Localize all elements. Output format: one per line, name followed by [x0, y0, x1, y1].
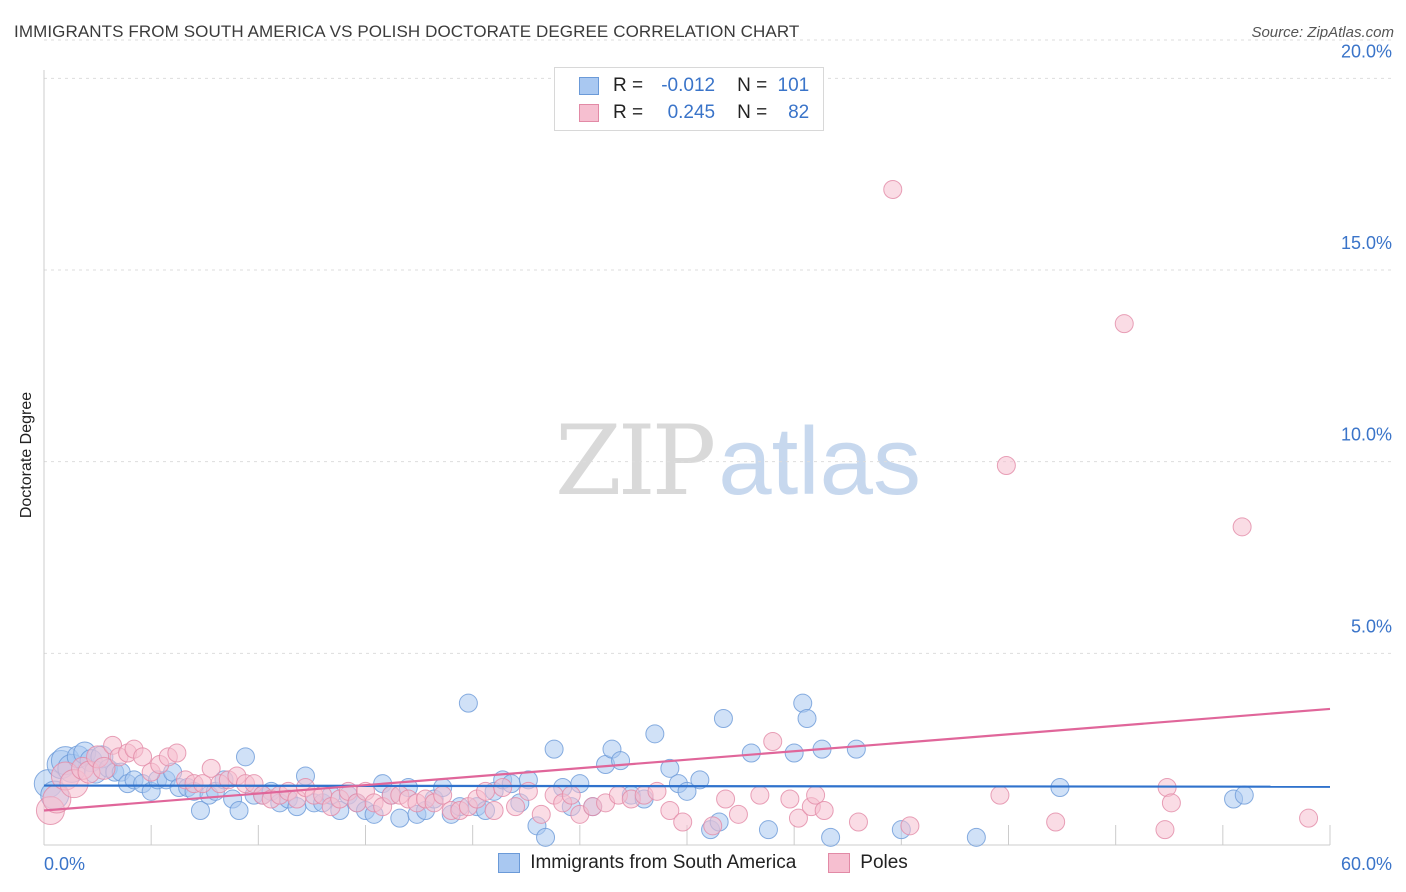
legend-swatch-pink	[579, 104, 599, 122]
data-point-south-america	[544, 739, 564, 759]
legend-item-poles[interactable]: Poles	[828, 852, 908, 874]
data-point-south-america	[536, 827, 556, 847]
y-tick-label: 5.0%	[1351, 616, 1392, 636]
correlation-legend: R = -0.012 N = 101 R = 0.245 N = 82	[554, 67, 824, 131]
legend-n-value: 82	[788, 102, 810, 123]
data-point-poles	[750, 785, 770, 805]
legend-label: Poles	[860, 852, 908, 873]
data-point-south-america	[741, 743, 761, 763]
data-point-poles	[493, 778, 513, 797]
legend-swatch-blue	[579, 77, 599, 95]
trend-lines	[43, 707, 1331, 812]
watermark: ZIPatlas	[555, 405, 921, 517]
data-point-poles	[848, 812, 868, 832]
data-point-south-america	[1234, 785, 1254, 805]
data-point-poles	[728, 804, 748, 824]
data-point-poles	[484, 801, 504, 820]
legend-r-label: R =	[613, 102, 644, 123]
data-point-south-america	[966, 827, 986, 847]
data-point-poles	[673, 812, 693, 832]
watermark-zip: ZIP	[555, 405, 716, 517]
data-point-south-america	[611, 751, 631, 771]
data-point-poles	[1155, 820, 1175, 840]
chart-title: IMMIGRANTS FROM SOUTH AMERICA VS POLISH …	[14, 22, 800, 41]
data-point-poles	[703, 816, 723, 836]
data-point-south-america	[229, 801, 249, 820]
data-point-poles	[201, 758, 221, 778]
data-point-south-america	[713, 709, 733, 728]
tick-labels: 5.0% 10.0% 15.0% 20.0% 0.0% 60.0%	[44, 41, 1392, 874]
data-point-poles	[92, 756, 116, 780]
data-point-south-america	[458, 693, 478, 713]
data-point-poles	[883, 180, 903, 199]
data-point-poles	[506, 797, 526, 817]
legend-n-label: N =	[737, 102, 768, 123]
data-point-poles	[1299, 808, 1319, 828]
legend-r-label: R =	[613, 75, 644, 96]
y-tick-label: 15.0%	[1341, 233, 1392, 253]
data-point-south-america	[235, 747, 255, 767]
legend-r-value: -0.012	[661, 75, 716, 96]
legend-item-south-america[interactable]: Immigrants from South America	[498, 852, 796, 874]
data-point-south-america	[660, 758, 680, 778]
data-point-poles	[1114, 314, 1134, 334]
trend-line-poles	[43, 707, 1331, 812]
data-point-south-america	[645, 724, 665, 744]
data-point-south-america	[690, 770, 710, 790]
data-point-poles	[788, 808, 808, 828]
data-point-south-america	[784, 743, 804, 763]
legend-label: Immigrants from South America	[530, 852, 797, 873]
data-point-poles	[531, 804, 551, 824]
data-point-south-america	[758, 820, 778, 840]
axes	[43, 70, 1331, 846]
data-point-poles	[167, 743, 187, 763]
y-tick-label: 10.0%	[1341, 425, 1392, 445]
data-point-poles	[780, 789, 800, 809]
data-point-poles	[1046, 812, 1066, 832]
y-tick-label: 20.0%	[1341, 41, 1392, 61]
data-points	[33, 180, 1319, 847]
data-point-south-america	[390, 808, 410, 828]
data-point-poles	[1232, 517, 1252, 537]
source-label: Source: ZipAtlas.com	[1251, 24, 1394, 41]
data-point-poles	[900, 816, 920, 836]
data-point-south-america	[821, 827, 841, 847]
data-point-south-america	[797, 709, 817, 728]
data-point-poles	[1161, 793, 1181, 813]
legend-row-poles: R = 0.245 N = 82	[579, 101, 809, 125]
grid-lines	[44, 39, 1394, 654]
x-tick-label: 0.0%	[44, 854, 85, 874]
series-legend: Immigrants from South America Poles	[0, 852, 1406, 874]
data-point-poles	[763, 732, 783, 751]
legend-n-label: N =	[737, 75, 768, 96]
legend-r-value: 0.245	[667, 102, 716, 123]
legend-row-south-america: R = -0.012 N = 101	[579, 74, 809, 98]
data-point-poles	[990, 785, 1010, 805]
legend-swatch-blue	[498, 853, 521, 873]
legend-n-value: 101	[777, 75, 810, 96]
data-point-poles	[716, 789, 736, 809]
data-point-south-america	[846, 739, 866, 759]
legend-swatch-pink	[828, 853, 851, 873]
data-point-poles	[996, 456, 1016, 475]
x-tick-label: 60.0%	[1341, 854, 1392, 874]
data-point-poles	[561, 785, 581, 805]
trend-line-south-america	[43, 784, 1331, 788]
data-point-poles	[133, 747, 153, 767]
data-point-poles	[814, 801, 834, 820]
data-point-poles	[660, 801, 680, 820]
data-point-south-america	[190, 801, 210, 820]
